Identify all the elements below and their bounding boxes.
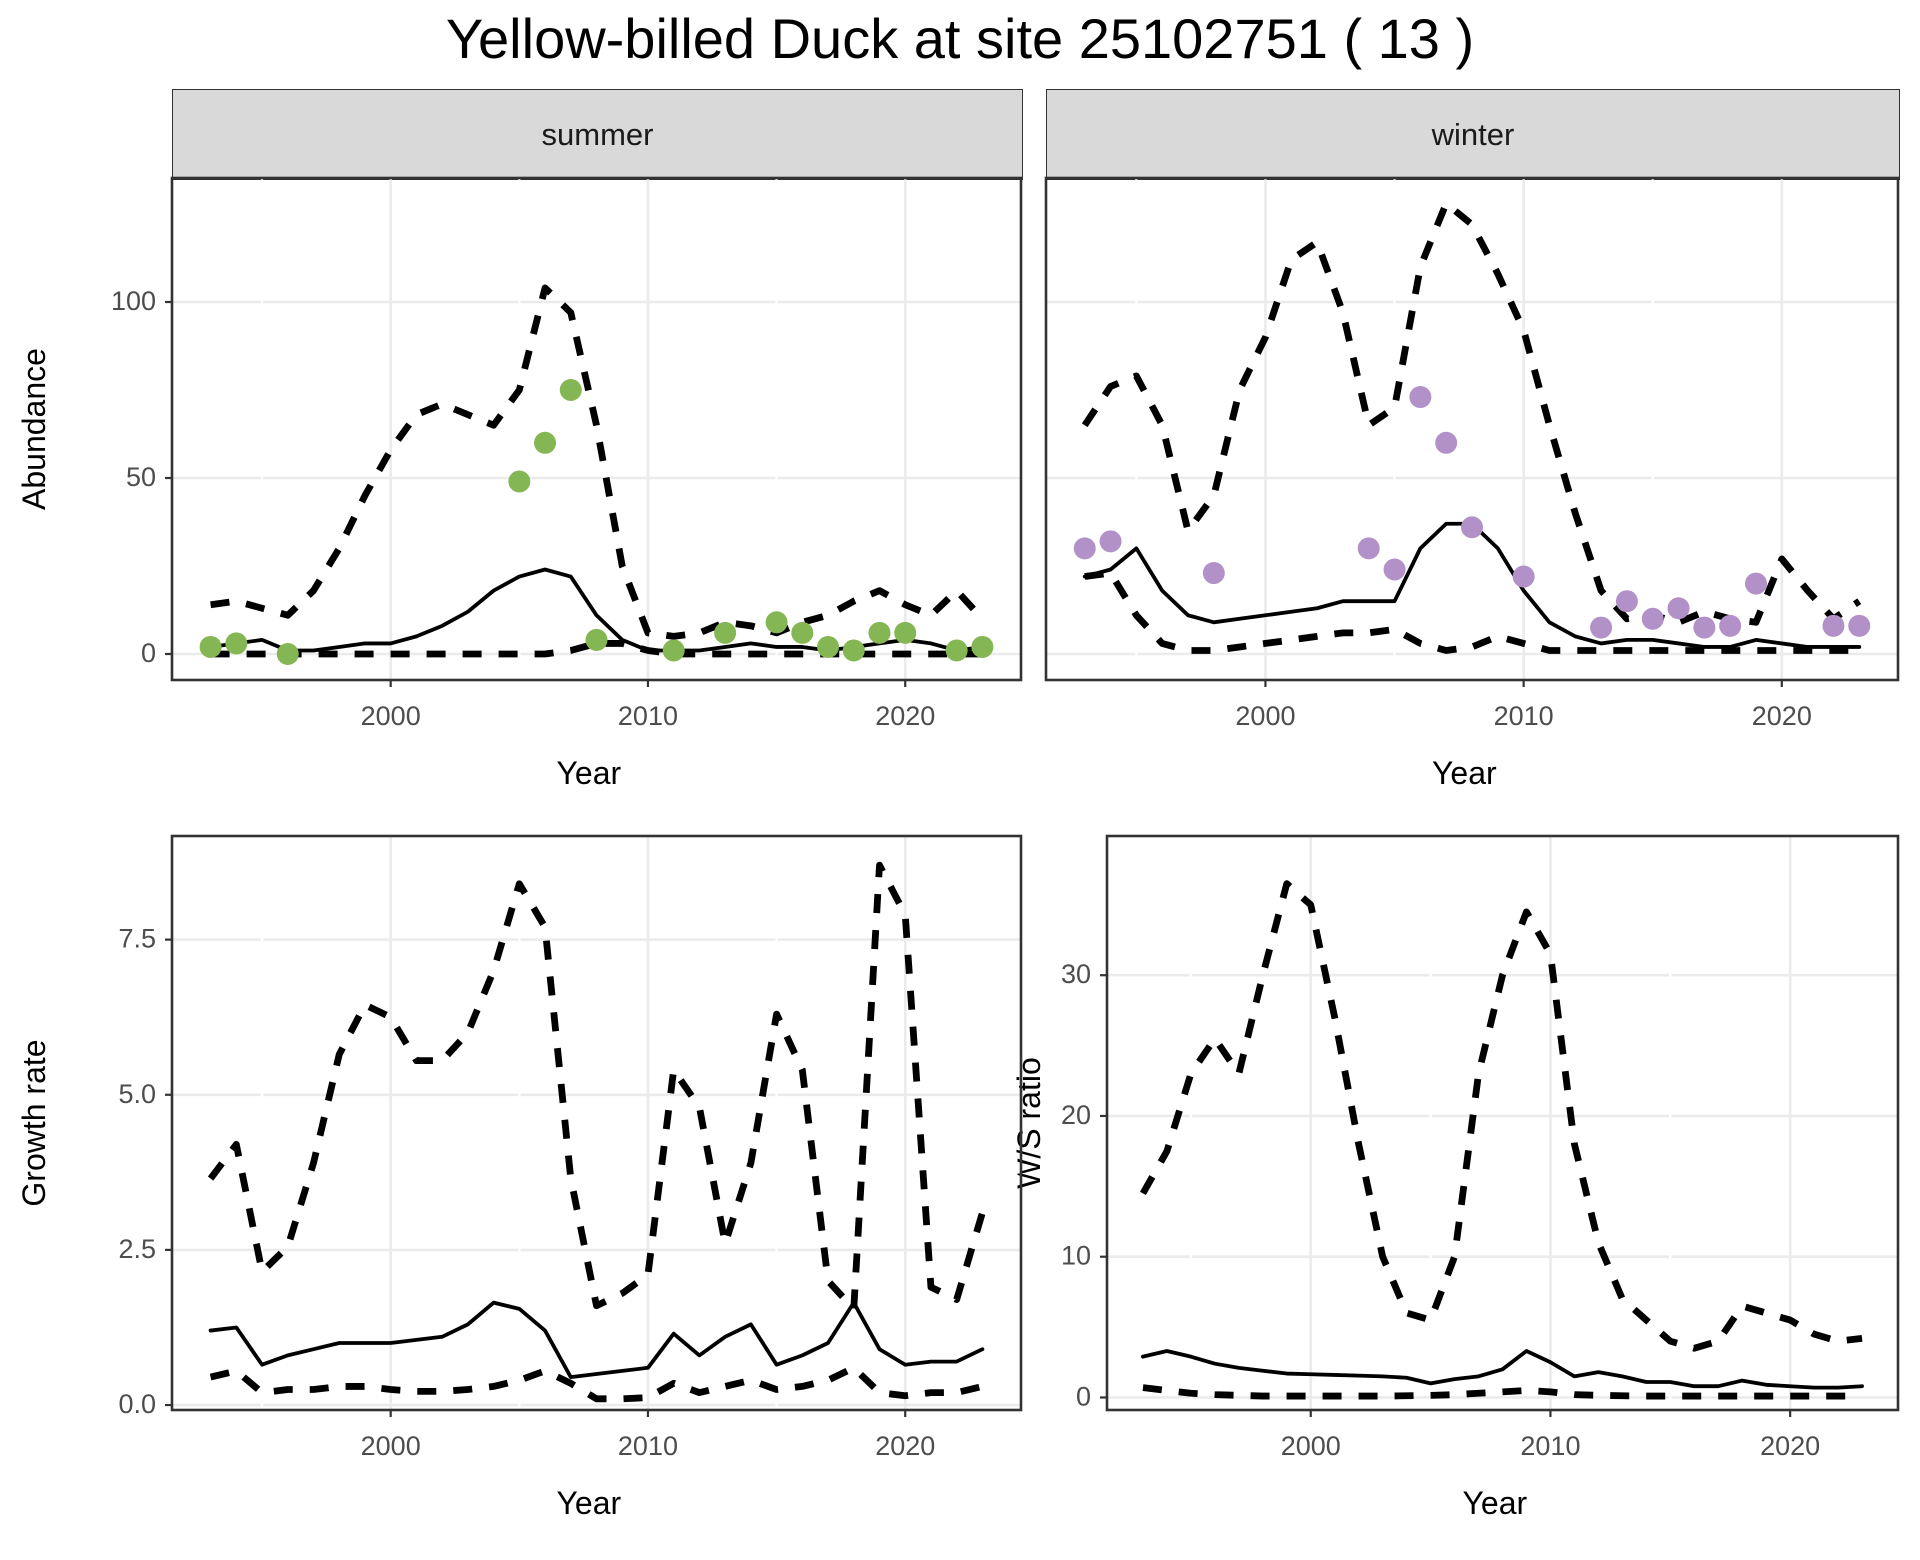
svg-text:2010: 2010 xyxy=(618,1431,678,1461)
svg-text:2010: 2010 xyxy=(618,701,678,731)
svg-text:2000: 2000 xyxy=(361,1431,421,1461)
svg-text:0.0: 0.0 xyxy=(118,1389,156,1419)
svg-text:2020: 2020 xyxy=(1760,1431,1820,1461)
svg-text:0: 0 xyxy=(1076,1381,1091,1411)
svg-text:2020: 2020 xyxy=(875,1431,935,1461)
svg-text:2000: 2000 xyxy=(1281,1431,1341,1461)
svg-text:7.5: 7.5 xyxy=(118,924,156,954)
svg-text:50: 50 xyxy=(126,462,156,492)
svg-text:0: 0 xyxy=(141,638,156,668)
svg-text:10: 10 xyxy=(1061,1241,1091,1271)
svg-text:30: 30 xyxy=(1061,959,1091,989)
svg-text:2010: 2010 xyxy=(1494,701,1554,731)
svg-text:2020: 2020 xyxy=(875,701,935,731)
svg-text:2000: 2000 xyxy=(1235,701,1295,731)
svg-text:2010: 2010 xyxy=(1520,1431,1580,1461)
svg-text:2000: 2000 xyxy=(361,701,421,731)
svg-text:20: 20 xyxy=(1061,1100,1091,1130)
svg-text:2020: 2020 xyxy=(1752,701,1812,731)
svg-text:5.0: 5.0 xyxy=(118,1079,156,1109)
svg-text:2.5: 2.5 xyxy=(118,1234,156,1264)
svg-text:100: 100 xyxy=(111,286,156,316)
